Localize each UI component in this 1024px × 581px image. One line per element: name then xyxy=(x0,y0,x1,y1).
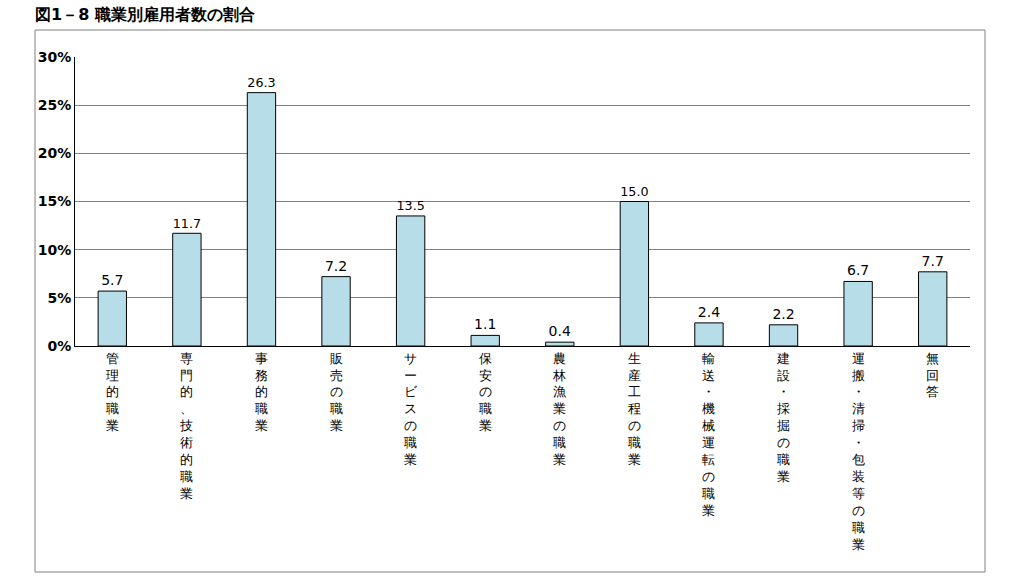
svg-text:サービスの職業: サービスの職業 xyxy=(404,351,418,467)
svg-text:事務的職業: 事務的職業 xyxy=(255,351,268,434)
svg-text:0.4: 0.4 xyxy=(549,323,571,339)
svg-text:無回答: 無回答 xyxy=(926,351,939,400)
svg-text:25%: 25% xyxy=(38,97,72,113)
svg-text:30%: 30% xyxy=(38,49,72,65)
svg-text:輸送・機械運転の職業: 輸送・機械運転の職業 xyxy=(702,351,715,518)
svg-text:7.2: 7.2 xyxy=(325,258,347,274)
svg-text:専門的、技術的職業: 専門的、技術的職業 xyxy=(179,351,193,501)
svg-text:図1－8 職業別雇用者数の割合: 図1－8 職業別雇用者数の割合 xyxy=(35,5,255,24)
svg-text:20%: 20% xyxy=(38,145,72,161)
svg-text:販売の職業: 販売の職業 xyxy=(330,351,343,434)
svg-text:15%: 15% xyxy=(38,193,72,209)
svg-text:5.7: 5.7 xyxy=(101,272,123,288)
svg-text:保安の職業: 保安の職業 xyxy=(479,351,492,434)
svg-text:13.5: 13.5 xyxy=(396,198,424,213)
svg-text:2.2: 2.2 xyxy=(772,306,794,322)
svg-text:運搬・清掃・包装等の職業: 運搬・清掃・包装等の職業 xyxy=(852,351,865,552)
svg-text:2.4: 2.4 xyxy=(698,304,720,320)
svg-text:5%: 5% xyxy=(47,290,71,306)
svg-text:管理的職業: 管理的職業 xyxy=(106,351,119,434)
svg-text:建設・採掘の職業: 建設・採掘の職業 xyxy=(776,351,790,484)
svg-text:7.7: 7.7 xyxy=(922,253,944,269)
svg-text:15.0: 15.0 xyxy=(620,184,648,199)
svg-text:6.7: 6.7 xyxy=(847,262,869,278)
svg-text:10%: 10% xyxy=(38,242,72,258)
svg-text:農林漁業の職業: 農林漁業の職業 xyxy=(552,351,566,467)
svg-text:生産工程の職業: 生産工程の職業 xyxy=(628,351,641,467)
svg-text:1.1: 1.1 xyxy=(474,316,496,332)
svg-text:0%: 0% xyxy=(47,338,71,354)
svg-text:11.7: 11.7 xyxy=(173,216,201,231)
svg-text:26.3: 26.3 xyxy=(247,75,275,90)
